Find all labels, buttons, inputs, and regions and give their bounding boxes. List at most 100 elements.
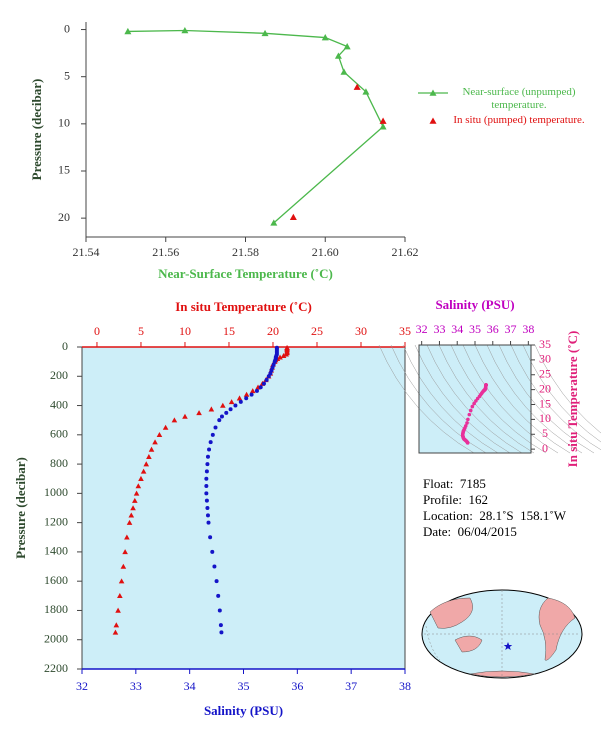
temperature-point	[148, 446, 155, 452]
x-tick-label: 32	[416, 322, 428, 336]
x-tick-label: 33	[130, 679, 142, 693]
x2-axis-label: In situ Temperature (˚C)	[175, 299, 312, 314]
salinity-point	[204, 498, 209, 503]
salinity-point	[210, 432, 215, 437]
ts-point	[468, 408, 473, 413]
salinity-point	[205, 506, 210, 510]
y-tick-label: 10	[58, 116, 70, 130]
legend-entry: Near-surface (unpumped) temperature.	[462, 86, 575, 111]
isopycnal	[438, 344, 535, 454]
info-line: Float: 7185	[423, 476, 486, 491]
salinity-point	[204, 469, 209, 474]
salinity-point	[214, 579, 219, 584]
salinity-point	[210, 549, 215, 554]
salinity-point	[205, 454, 210, 459]
salinity-point	[228, 407, 233, 412]
temperature-point	[133, 490, 140, 496]
temperature-point	[113, 622, 120, 628]
marker	[343, 43, 351, 50]
salinity-point	[205, 462, 210, 467]
x-tick-label: 36	[487, 322, 499, 336]
temperature-point	[124, 534, 130, 540]
temperature-point	[130, 505, 136, 511]
temperature-point	[236, 395, 243, 401]
marker	[353, 83, 361, 90]
temperature-point	[152, 439, 158, 445]
isopycnal	[510, 344, 601, 451]
y-axis-label: Pressure (decibar)	[13, 457, 28, 559]
ts-point	[466, 417, 470, 422]
salinity-point	[264, 377, 269, 382]
salinity-point	[238, 399, 243, 404]
temperature-point	[115, 607, 121, 613]
legend-marker	[429, 117, 437, 124]
marker	[379, 117, 387, 124]
marker	[321, 34, 329, 41]
temperature-point	[196, 410, 202, 416]
isopycnal	[486, 344, 583, 454]
isopycnal	[402, 344, 499, 454]
info-line: Date: 06/04/2015	[423, 524, 517, 539]
x2-tick-label: 10	[179, 324, 191, 338]
marker	[362, 88, 370, 95]
salinity-point	[204, 491, 209, 496]
y-tick-label: 600	[50, 427, 68, 441]
temperature-point	[249, 388, 256, 394]
marker	[124, 27, 132, 35]
x-tick-label: 21.60	[312, 245, 339, 259]
salinity-point	[261, 381, 266, 386]
salinity-point	[258, 385, 263, 390]
salinity-point	[233, 403, 238, 408]
ts-point	[467, 412, 472, 417]
legend-marker	[429, 89, 437, 96]
isopycnal	[378, 344, 475, 454]
isopycnal	[522, 344, 601, 443]
info-line: Location: 28.1˚S 158.1˚W	[423, 508, 567, 523]
ts-point	[472, 401, 476, 406]
temperature-point	[171, 417, 178, 423]
x-tick-label: 38	[399, 679, 411, 693]
x-tick-label: 32	[76, 679, 88, 693]
temperature-point	[140, 468, 147, 474]
y-tick-label: 400	[50, 397, 68, 411]
x-tick-label: 34	[451, 322, 463, 336]
temperature-point	[162, 424, 169, 430]
isopycnal	[474, 344, 571, 454]
x2-tick-label: 25	[311, 324, 323, 338]
salinity-point	[217, 418, 222, 423]
salinity-point	[208, 440, 213, 445]
x2-tick-label: 15	[223, 324, 235, 338]
isopycnal	[462, 344, 559, 454]
ts-point	[465, 421, 469, 425]
isopycnal	[426, 344, 523, 454]
y-axis-label: Pressure (decibar)	[29, 79, 44, 181]
temperature-point	[280, 352, 287, 359]
temperature-point	[132, 497, 138, 503]
x-axis-label: Near-Surface Temperature (˚C)	[158, 266, 333, 281]
x-axis-label: Salinity (PSU)	[435, 297, 514, 312]
map	[421, 589, 583, 679]
temperature-point	[228, 399, 235, 405]
salinity-point	[208, 535, 213, 540]
temperature-point	[146, 453, 152, 460]
marker	[289, 213, 297, 220]
y-axis-label: In situ Temperature (˚C)	[565, 331, 580, 468]
x-tick-label: 21.58	[232, 245, 259, 259]
x-tick-label: 37	[505, 322, 517, 336]
temperature-point	[120, 563, 127, 569]
salinity-point	[254, 388, 259, 393]
salinity-point	[244, 396, 249, 401]
salinity-point	[266, 374, 271, 379]
salinity-point	[268, 371, 273, 376]
temperature-point	[135, 483, 142, 489]
temperature-point	[156, 432, 163, 438]
isopycnal	[390, 344, 487, 454]
temperature-point	[117, 593, 123, 599]
x-tick-label: 21.62	[392, 245, 419, 259]
y-tick-label: 30	[539, 352, 551, 366]
salinity-point	[205, 513, 210, 518]
y-tick-label: 1000	[44, 485, 68, 499]
y-tick-label: 10	[539, 411, 551, 425]
info-line: Profile: 162	[423, 492, 488, 507]
